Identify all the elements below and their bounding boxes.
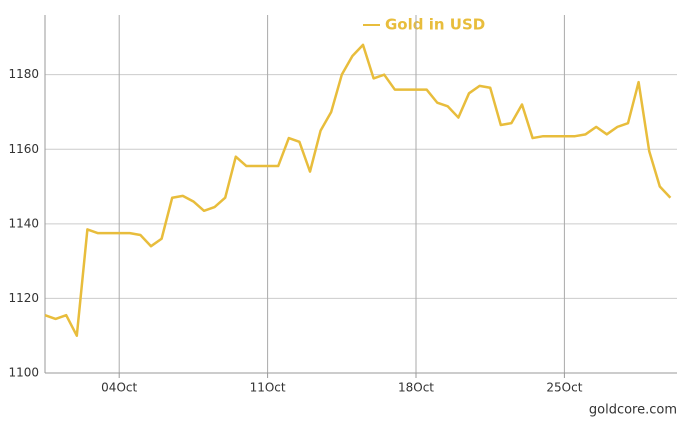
y-tick-label: 1140 <box>8 216 39 230</box>
x-tick-label: 04Oct <box>101 381 137 395</box>
y-tick-label: 1180 <box>8 67 39 81</box>
y-tick-label: 1120 <box>8 291 39 305</box>
x-tick-label: 11Oct <box>250 381 286 395</box>
y-tick-label: 1160 <box>8 142 39 156</box>
price-line <box>44 43 672 337</box>
x-tick-label: 25Oct <box>546 381 582 395</box>
x-tick-label: 18Oct <box>398 381 434 395</box>
source: goldcore.com <box>589 403 677 418</box>
legend-label: Gold in USD <box>385 16 485 34</box>
y-tick-label: 1100 <box>8 366 39 380</box>
